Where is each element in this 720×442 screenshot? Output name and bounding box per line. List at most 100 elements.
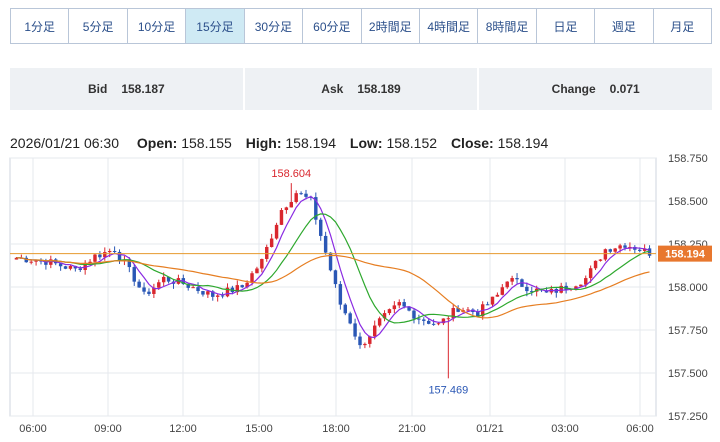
timeframe-button[interactable]: 日足 bbox=[537, 9, 596, 43]
candle-body bbox=[34, 260, 38, 262]
candle-body bbox=[392, 305, 397, 310]
timeframe-button[interactable]: 月足 bbox=[670, 19, 695, 34]
ask-label: Ask bbox=[321, 82, 344, 96]
candle-body bbox=[299, 193, 303, 195]
candle-body bbox=[309, 196, 313, 198]
ask-value: 158.189 bbox=[357, 82, 401, 96]
x-tick-label: 18:00 bbox=[322, 423, 350, 435]
candle-body bbox=[530, 291, 534, 293]
low-label: Low: bbox=[349, 135, 383, 151]
timeframe-button[interactable]: 週足 bbox=[595, 9, 654, 43]
candle-body bbox=[152, 287, 156, 294]
candle-body bbox=[294, 193, 298, 203]
y-tick-label: 157.250 bbox=[668, 411, 708, 423]
candle-body bbox=[368, 336, 372, 344]
candle-body bbox=[245, 282, 249, 288]
timeframe-button[interactable]: 60分足 bbox=[303, 9, 362, 43]
candle-body bbox=[633, 246, 637, 250]
timeframe-selector: 1分足 5分足 10分足 15分足 30分足 60分足 2時間足 4時間足 8時間足 日足 週足 月足 bbox=[10, 8, 712, 44]
candle-body bbox=[107, 250, 112, 253]
timeframe-button[interactable]: 1分足 bbox=[11, 9, 70, 43]
candle-body bbox=[603, 249, 608, 260]
candle-body bbox=[29, 261, 33, 263]
candle-body bbox=[363, 343, 367, 346]
x-tick-label: 12:00 bbox=[169, 423, 197, 435]
timeframe-button[interactable]: 2時間足 bbox=[362, 9, 420, 43]
candle-body bbox=[593, 260, 598, 269]
high-value: 158.194 bbox=[285, 135, 336, 151]
candle-body bbox=[441, 318, 446, 324]
candle-body bbox=[495, 294, 500, 297]
candle-body bbox=[73, 265, 78, 269]
candle-body bbox=[196, 287, 200, 292]
candle-body bbox=[88, 261, 92, 263]
current-price-label: 158.194 bbox=[665, 249, 706, 261]
open-value: 158.155 bbox=[181, 135, 232, 151]
candle-body bbox=[431, 323, 436, 325]
candle-body bbox=[24, 257, 28, 263]
candle-body bbox=[333, 270, 338, 285]
candle-body bbox=[358, 336, 362, 346]
timeframe-button[interactable]: 10分足 bbox=[128, 9, 187, 43]
y-tick-label: 158.500 bbox=[668, 196, 708, 208]
candle-body bbox=[166, 276, 171, 282]
candle-body bbox=[191, 287, 195, 289]
candle-body bbox=[142, 287, 146, 292]
candle-body bbox=[83, 262, 87, 271]
y-tick-label: 158.750 bbox=[668, 153, 708, 165]
bid-value: 158.187 bbox=[121, 82, 165, 96]
timeframe-button[interactable]: 30分足 bbox=[245, 9, 304, 43]
candle-body bbox=[412, 310, 416, 319]
change-label: Change bbox=[551, 82, 596, 96]
y-tick-label: 158.000 bbox=[668, 282, 708, 294]
chart-svg[interactable]: 158.750158.500158.250158.000157.750157.5… bbox=[0, 150, 720, 437]
candle-body bbox=[588, 268, 593, 279]
low-annotation: 157.469 bbox=[428, 384, 468, 396]
x-tick-label: 15:00 bbox=[245, 423, 273, 435]
candle-body bbox=[476, 312, 480, 317]
candle-body bbox=[206, 291, 210, 295]
candle-body bbox=[112, 250, 117, 252]
x-tick-label: 09:00 bbox=[94, 423, 122, 435]
price-chart[interactable]: 158.750 158.500 158.250 158.000 157.750 157.5… bbox=[0, 150, 720, 437]
low-value: 158.152 bbox=[386, 135, 438, 151]
candle-body bbox=[260, 258, 264, 269]
candle-body bbox=[279, 210, 284, 225]
candle-body bbox=[377, 318, 382, 326]
candle-body bbox=[387, 309, 392, 314]
candle-body bbox=[147, 291, 151, 294]
candle-body bbox=[628, 246, 632, 248]
candle-body bbox=[58, 263, 63, 267]
ask-cell: Ask 158.189 bbox=[244, 68, 478, 110]
candle-body bbox=[436, 323, 441, 325]
candle-body bbox=[323, 235, 328, 253]
close-value: 158.194 bbox=[497, 135, 549, 151]
candle-body bbox=[289, 202, 294, 208]
open-label: Open: bbox=[136, 135, 178, 151]
timeframe-button[interactable]: 15分足 bbox=[186, 9, 245, 43]
candle-body bbox=[49, 259, 53, 265]
timeframe-button[interactable]: 5分足 bbox=[69, 9, 128, 43]
candle-body bbox=[618, 245, 622, 249]
candle-body bbox=[240, 285, 244, 288]
candle-body bbox=[642, 248, 647, 251]
candle-body bbox=[397, 302, 401, 306]
candle-body bbox=[14, 257, 19, 260]
x-tick-label: 03:00 bbox=[551, 423, 579, 435]
timeframe-button[interactable]: 8時間足 bbox=[478, 9, 537, 43]
candle-body bbox=[343, 304, 347, 314]
candle-body bbox=[98, 254, 102, 258]
candle-body bbox=[328, 252, 333, 271]
candle-body bbox=[211, 291, 215, 297]
x-tick-label: 06:00 bbox=[19, 423, 47, 435]
candle-body bbox=[117, 251, 122, 261]
candle-body bbox=[201, 291, 205, 295]
candle-body bbox=[338, 284, 343, 305]
candle-body bbox=[63, 266, 68, 269]
candle-body bbox=[353, 323, 357, 337]
timeframe-button[interactable]: 4時間足 bbox=[420, 9, 479, 43]
high-annotation: 158.604 bbox=[271, 168, 311, 180]
ma-long-line bbox=[16, 254, 650, 319]
candle-body bbox=[598, 259, 603, 261]
candle-body bbox=[647, 248, 652, 256]
